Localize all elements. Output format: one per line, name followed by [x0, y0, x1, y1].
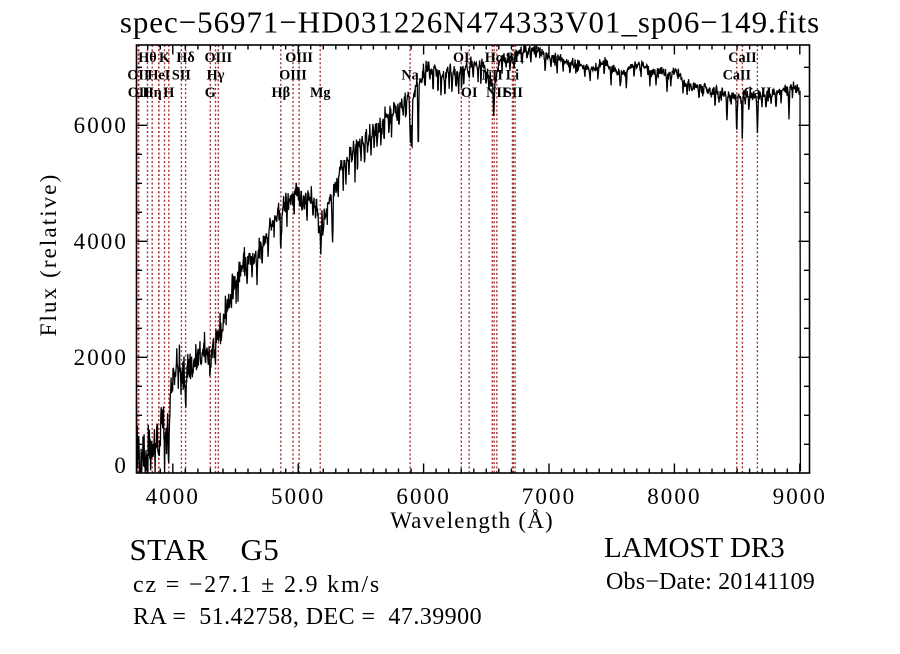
svg-text:spec−56971−HD031226N474333V01_: spec−56971−HD031226N474333V01_sp06−149.f… [120, 5, 820, 40]
svg-text:6000: 6000 [396, 484, 450, 509]
svg-text:LAMOST DR3: LAMOST DR3 [604, 532, 785, 564]
svg-text:Na: Na [401, 68, 418, 84]
svg-text:5000: 5000 [271, 484, 325, 509]
svg-text:8000: 8000 [647, 484, 701, 509]
svg-text:K: K [159, 50, 170, 66]
svg-text:Li: Li [506, 68, 519, 84]
svg-text:OIII: OIII [285, 50, 313, 66]
svg-text:OII: OII [128, 85, 151, 101]
svg-text:OIII: OIII [204, 50, 232, 66]
svg-text:Wavelength (Å): Wavelength (Å) [390, 508, 554, 533]
svg-text:4000: 4000 [74, 229, 128, 254]
svg-text:Mg: Mg [310, 85, 331, 101]
svg-text:OIII: OIII [279, 68, 307, 84]
svg-text:CaII: CaII [728, 50, 757, 66]
svg-text:NII: NII [486, 85, 508, 101]
svg-text:2000: 2000 [74, 345, 128, 370]
svg-text:4000: 4000 [146, 484, 200, 509]
svg-text:OII: OII [127, 68, 150, 84]
svg-text:Hδ: Hδ [176, 50, 194, 66]
svg-text:HeI: HeI [147, 68, 170, 84]
svg-text:Hθ: Hθ [138, 50, 156, 66]
svg-text:RA = 51.42758, DEC = 47.3990: RA = 51.42758, DEC = 47.39900 [133, 604, 482, 630]
svg-text:SII: SII [504, 85, 523, 101]
svg-text:G: G [205, 85, 216, 101]
svg-text:SII: SII [172, 68, 191, 84]
svg-text:0: 0 [114, 453, 128, 478]
svg-text:OI: OI [461, 85, 478, 101]
svg-text:Obs−Date: 20141109: Obs−Date: 20141109 [606, 569, 815, 595]
svg-text:7000: 7000 [522, 484, 576, 509]
svg-text:STAR G5: STAR G5 [130, 532, 280, 567]
svg-text:CaII: CaII [723, 68, 752, 84]
svg-text:OI: OI [453, 50, 470, 66]
svg-text:Flux (relative): Flux (relative) [36, 173, 61, 337]
svg-text:Hη: Hη [143, 85, 162, 101]
svg-text:9000: 9000 [773, 484, 827, 509]
svg-text:cz = −27.1 ± 2.9 km/s: cz = −27.1 ± 2.9 km/s [133, 572, 381, 598]
svg-text:Hβ: Hβ [272, 85, 291, 101]
svg-text:6000: 6000 [74, 113, 128, 138]
svg-text:H: H [163, 85, 174, 101]
svg-text:Hγ: Hγ [207, 68, 225, 84]
